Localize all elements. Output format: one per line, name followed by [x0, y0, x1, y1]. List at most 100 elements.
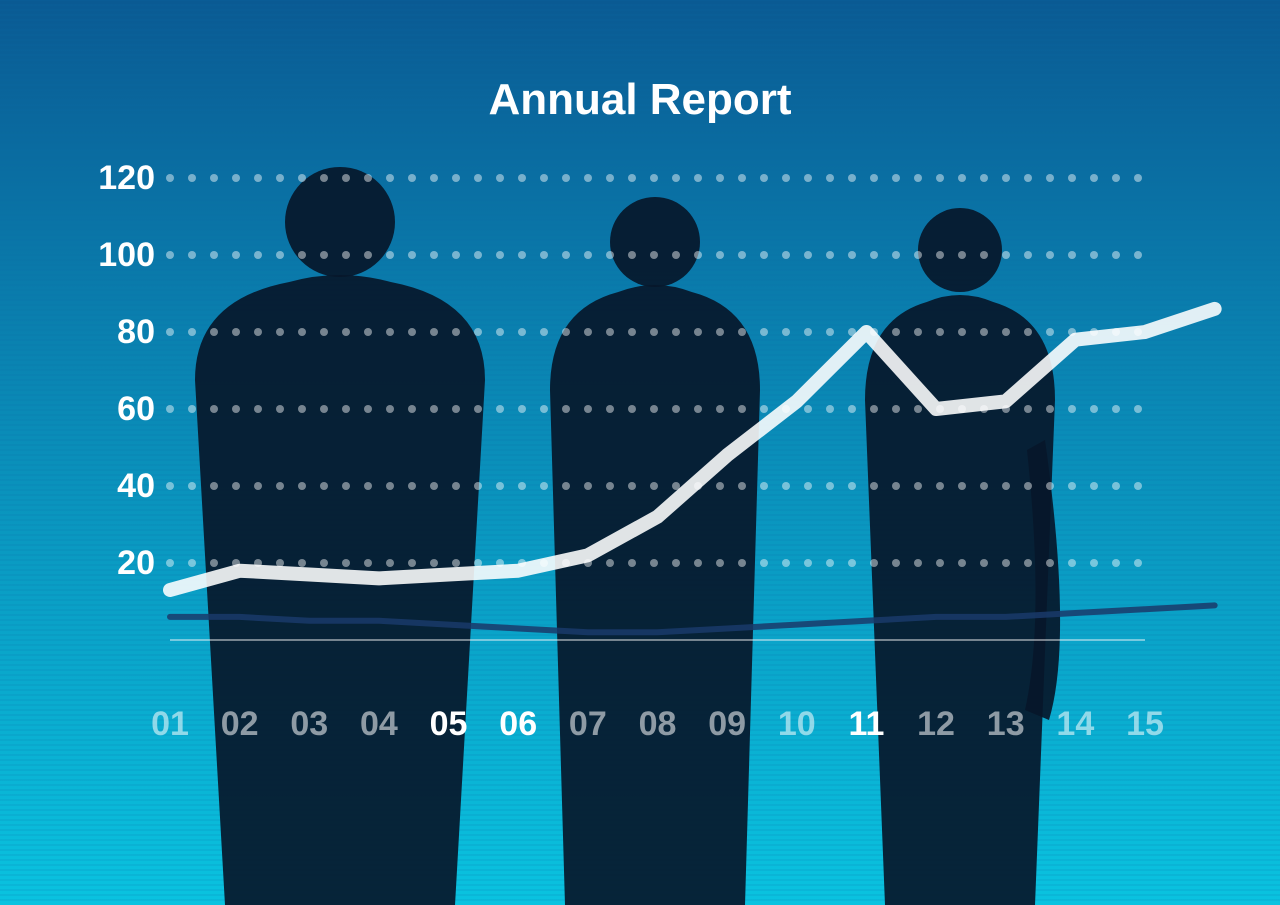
grid-dot	[342, 174, 350, 182]
grid-dot	[650, 328, 658, 336]
x-tick-label: 14	[1056, 705, 1094, 744]
grid-dot	[276, 251, 284, 259]
grid-dot	[408, 559, 416, 567]
grid-dot	[760, 251, 768, 259]
grid-dot	[1002, 482, 1010, 490]
grid-dot	[408, 482, 416, 490]
grid-dot	[584, 174, 592, 182]
grid-dot	[342, 328, 350, 336]
grid-dot	[188, 482, 196, 490]
grid-dot	[1134, 559, 1142, 567]
grid-dot	[826, 328, 834, 336]
grid-dot	[188, 328, 196, 336]
grid-dot	[408, 405, 416, 413]
grid-dot	[650, 251, 658, 259]
grid-dot	[452, 174, 460, 182]
grid-dot	[870, 405, 878, 413]
grid-dot	[518, 328, 526, 336]
grid-dot	[540, 251, 548, 259]
grid-dot	[364, 405, 372, 413]
grid-dot	[980, 328, 988, 336]
grid-dot	[650, 482, 658, 490]
grid-dot	[408, 328, 416, 336]
grid-dot	[188, 174, 196, 182]
grid-dot	[892, 251, 900, 259]
grid-dot	[496, 405, 504, 413]
grid-dot	[958, 174, 966, 182]
grid-dot	[1024, 559, 1032, 567]
grid-dot	[562, 328, 570, 336]
grid-dot	[1024, 174, 1032, 182]
grid-dot	[958, 251, 966, 259]
grid-dot	[1046, 405, 1054, 413]
grid-dot	[716, 251, 724, 259]
grid-dot	[870, 251, 878, 259]
grid-dot	[1024, 328, 1032, 336]
grid-dot	[826, 405, 834, 413]
grid-dot	[958, 328, 966, 336]
grid-dot	[804, 174, 812, 182]
grid-dot	[716, 174, 724, 182]
grid-dot	[496, 251, 504, 259]
grid-dot	[738, 328, 746, 336]
grid-dot	[188, 405, 196, 413]
grid-dot	[1024, 251, 1032, 259]
grid-dot	[606, 482, 614, 490]
grid-dot	[804, 405, 812, 413]
grid-dot	[760, 559, 768, 567]
grid-dot	[628, 482, 636, 490]
grid-dot	[738, 174, 746, 182]
grid-dot	[188, 559, 196, 567]
grid-dot	[716, 482, 724, 490]
grid-dot	[804, 251, 812, 259]
grid-dot	[430, 174, 438, 182]
grid-dot	[386, 328, 394, 336]
grid-dot	[936, 559, 944, 567]
grid-dot	[848, 251, 856, 259]
x-tick-label: 08	[639, 705, 677, 744]
grid-dot	[782, 251, 790, 259]
grid-dot	[1112, 559, 1120, 567]
grid-dot	[826, 251, 834, 259]
x-tick-label: 04	[360, 705, 398, 744]
grid-dot	[760, 482, 768, 490]
grid-dot	[298, 328, 306, 336]
grid-dot	[276, 482, 284, 490]
grid-dot	[1046, 251, 1054, 259]
grid-dot	[232, 405, 240, 413]
grid-dot	[298, 405, 306, 413]
grid-dot	[342, 482, 350, 490]
y-tick-label: 80	[0, 313, 155, 352]
grid-dot	[562, 482, 570, 490]
grid-dot	[804, 482, 812, 490]
grid-dot	[232, 251, 240, 259]
grid-dot	[694, 559, 702, 567]
grid-dot	[1068, 482, 1076, 490]
grid-dot	[474, 251, 482, 259]
grid-dot	[980, 482, 988, 490]
x-tick-label: 07	[569, 705, 607, 744]
grid-dot	[1134, 251, 1142, 259]
grid-dot	[518, 482, 526, 490]
grid-dot	[430, 559, 438, 567]
grid-dot	[210, 174, 218, 182]
grid-dot	[606, 174, 614, 182]
grid-dot	[298, 174, 306, 182]
grid-dot	[386, 251, 394, 259]
grid-dot	[584, 251, 592, 259]
grid-dot	[1068, 251, 1076, 259]
x-tick-label: 11	[848, 705, 884, 744]
grid-dot	[452, 328, 460, 336]
grid-dot	[540, 328, 548, 336]
grid-dot	[782, 328, 790, 336]
grid-dot	[430, 251, 438, 259]
y-tick-label: 20	[0, 544, 155, 583]
grid-dot	[276, 174, 284, 182]
grid-dot	[166, 559, 174, 567]
grid-dot	[364, 251, 372, 259]
grid-dot	[166, 482, 174, 490]
grid-dot	[518, 174, 526, 182]
grid-dot	[760, 174, 768, 182]
grid-dot	[408, 251, 416, 259]
grid-dot	[342, 559, 350, 567]
